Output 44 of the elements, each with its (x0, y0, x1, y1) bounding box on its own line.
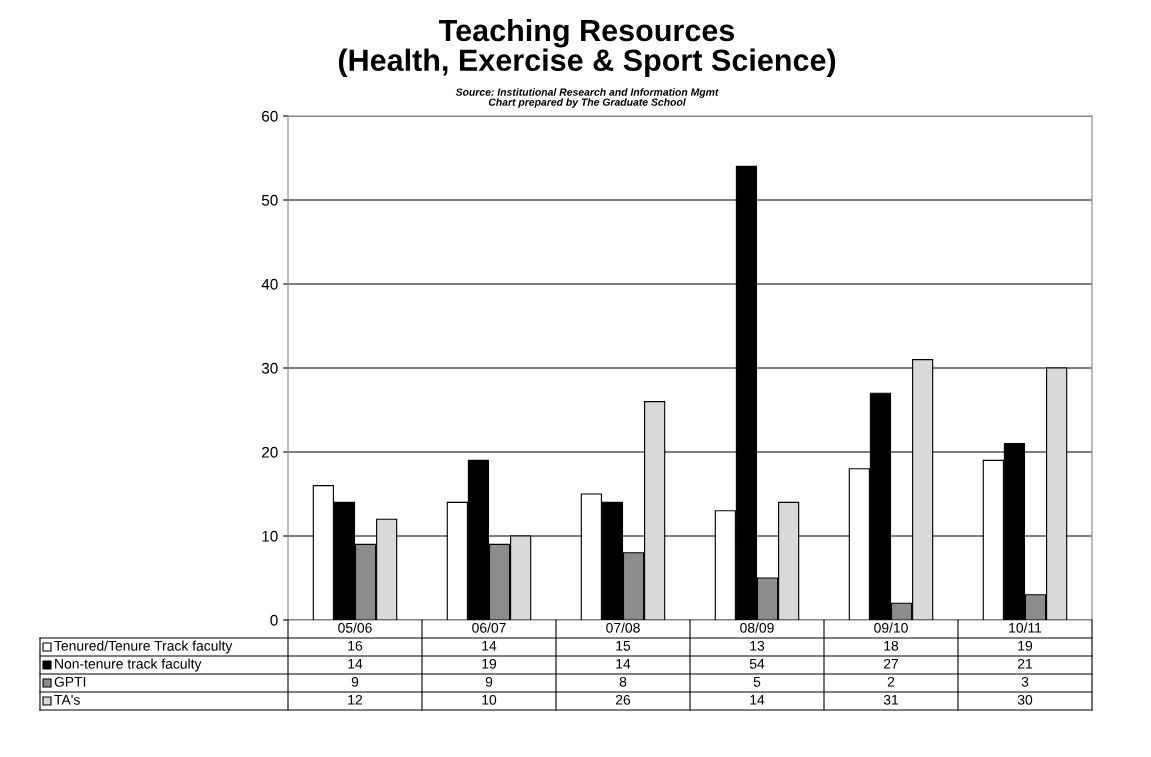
data-label: 9 (351, 676, 359, 687)
y-tick-label: 40 (261, 278, 278, 290)
chart-title: Teaching Resources (Health, Exercise & Sport Science) (338, 18, 836, 78)
x-tick-label: 08/09 (740, 622, 774, 633)
y-tick-label: 0 (270, 614, 278, 626)
y-tick-label: 60 (262, 110, 278, 122)
data-label: 19 (1018, 640, 1033, 651)
data-label: 21 (1017, 658, 1033, 669)
data-label: 9 (485, 676, 493, 687)
y-tick-label: 20 (262, 446, 278, 458)
data-label: 3 (1021, 676, 1029, 687)
data-label: 16 (348, 640, 363, 651)
legend-label: TA's (54, 695, 80, 705)
data-label: 14 (348, 659, 363, 669)
data-label: 31 (883, 694, 899, 705)
legend-label: GPTI (54, 676, 86, 687)
data-label: 15 (616, 641, 631, 651)
data-label: 14 (482, 641, 497, 651)
data-label: 8 (619, 676, 627, 687)
data-label: 30 (1017, 694, 1033, 705)
legend-label: Non-tenure track faculty (55, 658, 202, 672)
x-tick-label: 07/08 (606, 622, 640, 633)
x-tick-label: 06/07 (472, 622, 506, 633)
data-label: 14 (750, 695, 765, 705)
data-label: 12 (348, 694, 363, 705)
data-label: 13 (750, 640, 765, 651)
y-tick-label: 10 (262, 530, 278, 542)
data-label: 27 (883, 658, 899, 669)
data-label: 18 (884, 640, 899, 651)
data-label: 26 (615, 694, 631, 705)
data-label: 14 (616, 659, 631, 669)
data-label: 5 (753, 677, 761, 687)
data-label: 10 (482, 694, 497, 705)
text: Chart prepared by The Graduate School (488, 98, 686, 108)
y-tick-label: 30 (261, 362, 278, 374)
data-label: 54 (749, 659, 765, 669)
x-tick-label: 05/06 (338, 622, 372, 633)
y-tick-label: 50 (261, 194, 278, 206)
data-label: 2 (887, 676, 895, 687)
x-tick-label: 10/11 (1009, 622, 1042, 633)
data-label: 19 (482, 658, 497, 669)
x-tick-label: 09/10 (874, 622, 908, 633)
chart-subtitle: Source: Institutional Research and Information Mgmt (455, 88, 719, 98)
legend-label: Tenured/Tenure Track faculty (54, 640, 233, 654)
